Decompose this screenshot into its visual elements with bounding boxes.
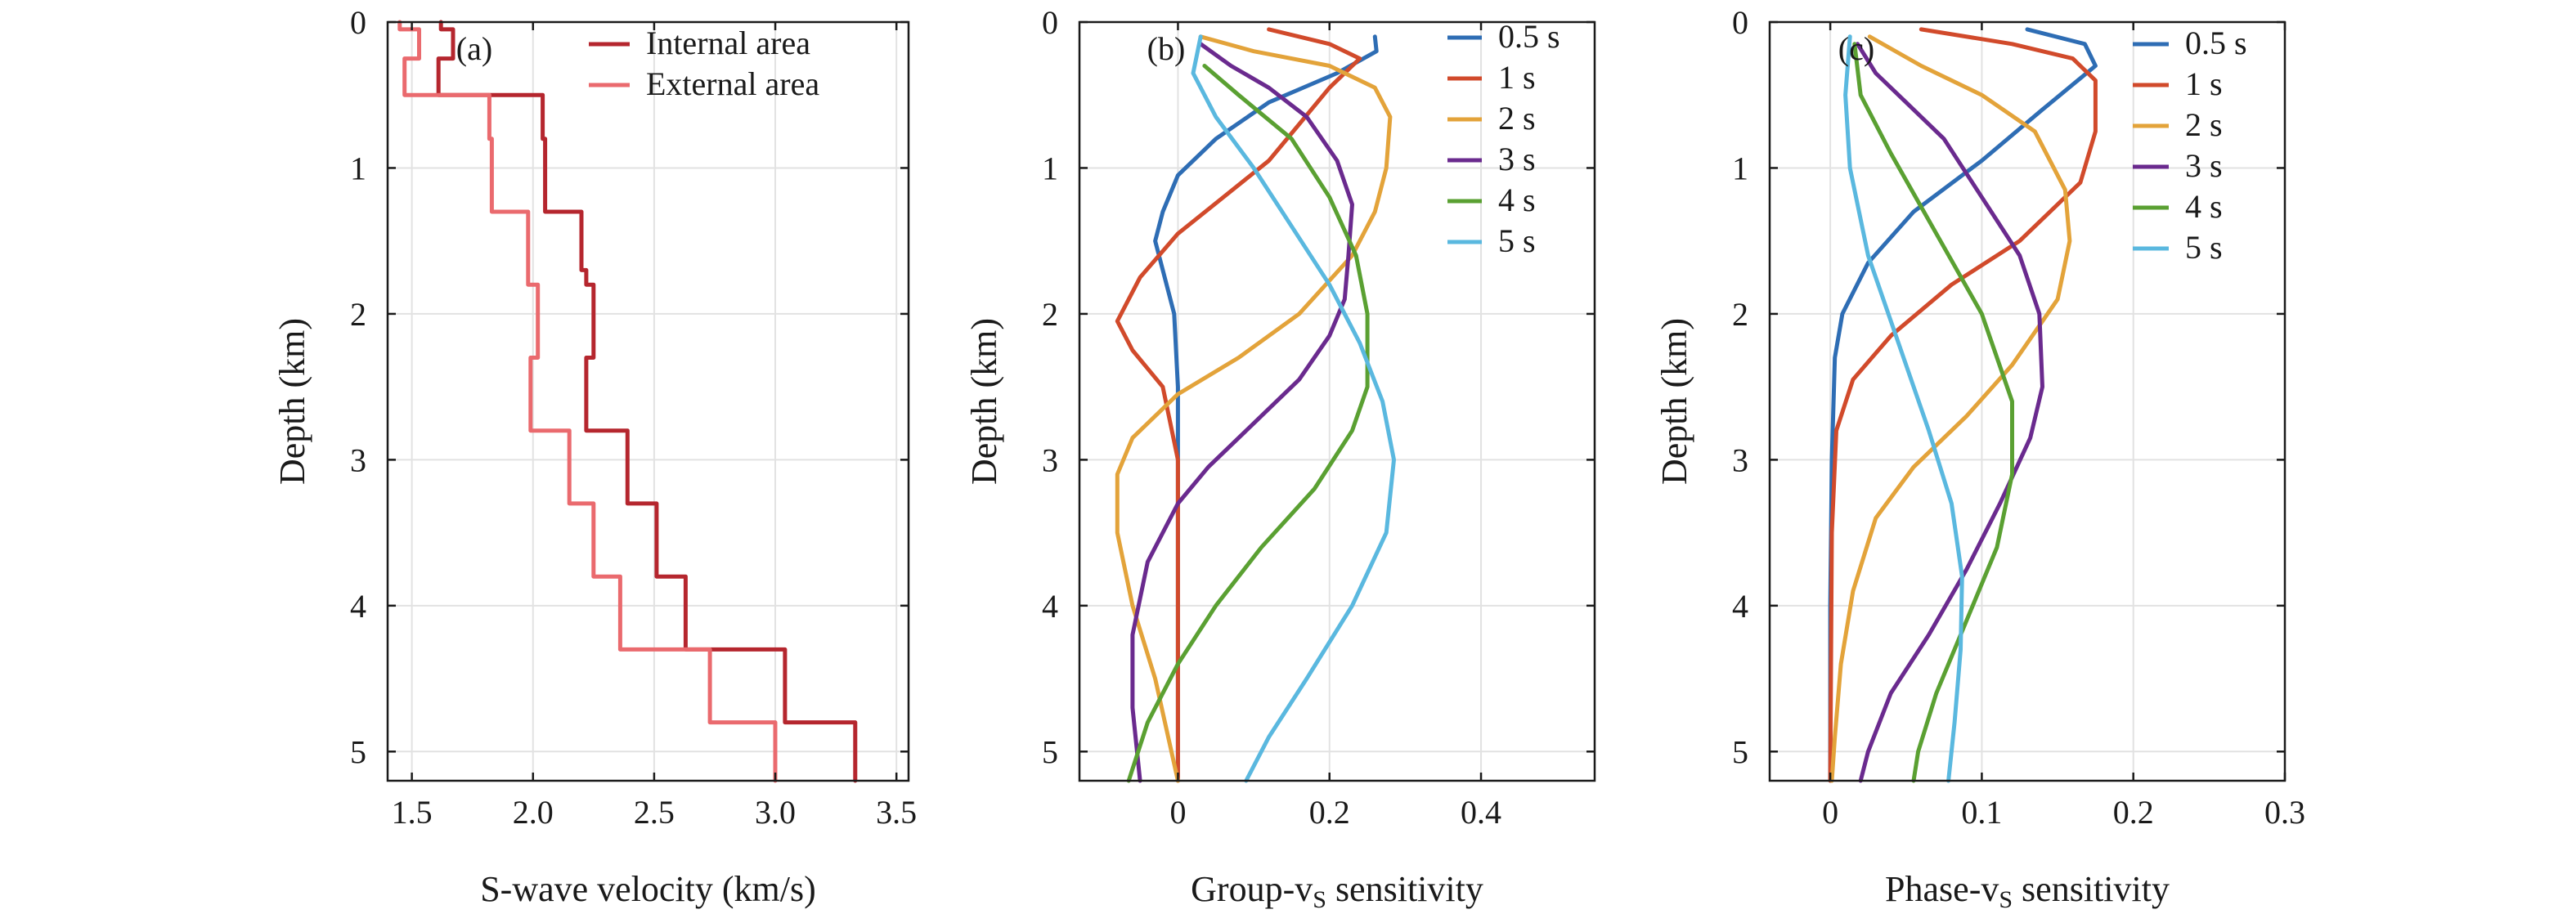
y-tick-label: 2 xyxy=(1732,296,1748,333)
legend-label: 5 s xyxy=(1498,222,1536,259)
chart-panel-3: 0 0.1 0.2 0.3 0 1 2 3 4 5 Depth (km) Phase-vS sensi… xyxy=(1654,4,2305,913)
plot-frame xyxy=(386,20,910,782)
series-line-external-area xyxy=(397,20,778,783)
y-tick-label: 3 xyxy=(350,441,366,478)
x-axis-label: Phase-vS sensitivity xyxy=(1885,869,2170,913)
y-tick-label: 2 xyxy=(350,296,366,333)
series-line-1-s xyxy=(1828,27,2098,783)
x-axis-label-subscript: S xyxy=(1999,886,2013,913)
y-tick-label: 3 xyxy=(1042,441,1058,478)
x-tick-label: 0.2 xyxy=(1309,794,1350,831)
y-tick-label: 5 xyxy=(350,733,366,770)
x-tick-label: 0.4 xyxy=(1461,794,1501,831)
legend-label: 3 s xyxy=(1498,141,1536,177)
legend-label: 2 s xyxy=(2185,106,2223,143)
y-tick-label: 0 xyxy=(1732,4,1748,41)
y-axis-label: Depth (km) xyxy=(1654,318,1694,485)
legend-label: 2 s xyxy=(1498,100,1536,137)
series-line-4-s xyxy=(1852,42,2014,783)
x-tick-label: 0.3 xyxy=(2264,794,2305,831)
y-tick-label: 0 xyxy=(350,4,366,41)
x-axis-label-main: Phase-v xyxy=(1885,869,1999,909)
legend-label: 0.5 s xyxy=(2185,25,2247,61)
y-tick-label: 0 xyxy=(1042,4,1058,41)
legend-label: Internal area xyxy=(646,25,810,61)
plot-frame xyxy=(1078,20,1596,782)
y-tick-label: 4 xyxy=(350,588,366,625)
series-line-5-s xyxy=(1843,34,1964,783)
panel-tag: (a) xyxy=(456,30,492,67)
y-axis-label: Depth (km) xyxy=(964,318,1004,485)
y-tick-label: 4 xyxy=(1042,588,1058,625)
series-line-2-s xyxy=(1829,34,2072,783)
series-line-5-s xyxy=(1191,34,1396,783)
x-tick-label: 2.5 xyxy=(634,794,675,831)
y-tick-label: 1 xyxy=(1732,150,1748,186)
y-tick-label: 3 xyxy=(1732,441,1748,478)
x-axis-label-suffix: sensitivity xyxy=(2013,869,2170,909)
series-line-3-s xyxy=(1856,42,2044,783)
y-tick-label: 2 xyxy=(1042,296,1058,333)
legend-label: External area xyxy=(646,65,819,102)
y-axis-label: Depth (km) xyxy=(272,318,312,485)
panel-tag: (b) xyxy=(1147,30,1186,67)
x-axis-label-suffix: sensitivity xyxy=(1326,869,1483,909)
chart-panel-1: 1.5 2.0 2.5 3.0 3.5 0 1 2 3 4 5 Depth (km) S-wave ve… xyxy=(272,4,917,909)
series-line-4-s xyxy=(1126,64,1370,783)
y-tick-label: 4 xyxy=(1732,588,1748,625)
x-tick-label: 0 xyxy=(1822,794,1838,831)
x-tick-label: 0.1 xyxy=(1961,794,2002,831)
x-axis-label: Group-vS sensitivity xyxy=(1191,869,1483,913)
legend-label: 1 s xyxy=(2185,65,2223,102)
x-tick-label: 0.2 xyxy=(2113,794,2154,831)
x-tick-label: 3.0 xyxy=(755,794,796,831)
legend: 0.5 s 1 s 2 s 3 s 4 s 5 s xyxy=(2133,25,2247,266)
legend: 0.5 s 1 s 2 s 3 s 4 s 5 s xyxy=(1447,18,1560,259)
x-tick-label: 2.0 xyxy=(513,794,554,831)
chart-panel-2: 0 0.2 0.4 0 1 2 3 4 5 Depth (km) Group-vS sensitiv… xyxy=(964,4,1596,913)
x-tick-label: 3.5 xyxy=(876,794,917,831)
x-axis-label-subscript: S xyxy=(1313,886,1326,913)
x-axis-label: S-wave velocity (km/s) xyxy=(480,869,816,909)
series-line-0-5-s xyxy=(1828,27,2098,783)
legend: Internal area External area xyxy=(589,25,819,102)
series-line-3-s xyxy=(1130,42,1354,783)
legend-label: 4 s xyxy=(1498,181,1536,218)
series-line-0-5-s xyxy=(1153,34,1379,783)
plot-frame xyxy=(1768,20,2287,782)
x-tick-label: 0 xyxy=(1169,794,1186,831)
legend-label: 5 s xyxy=(2185,229,2223,266)
panel-tag: (c) xyxy=(1838,30,1874,67)
series-line-2-s xyxy=(1115,34,1393,783)
y-tick-label: 1 xyxy=(350,150,366,186)
legend-label: 0.5 s xyxy=(1498,18,1560,55)
legend-label: 3 s xyxy=(2185,147,2223,184)
y-tick-label: 5 xyxy=(1042,733,1058,770)
y-tick-label: 5 xyxy=(1732,733,1748,770)
legend-label: 4 s xyxy=(2185,188,2223,225)
legend-label: 1 s xyxy=(1498,59,1536,96)
x-axis-label-main: Group-v xyxy=(1191,869,1313,909)
y-tick-label: 1 xyxy=(1042,150,1058,186)
x-tick-label: 1.5 xyxy=(392,794,433,831)
series-line-internal-area xyxy=(436,20,858,783)
series-line-1-s xyxy=(1115,27,1362,783)
